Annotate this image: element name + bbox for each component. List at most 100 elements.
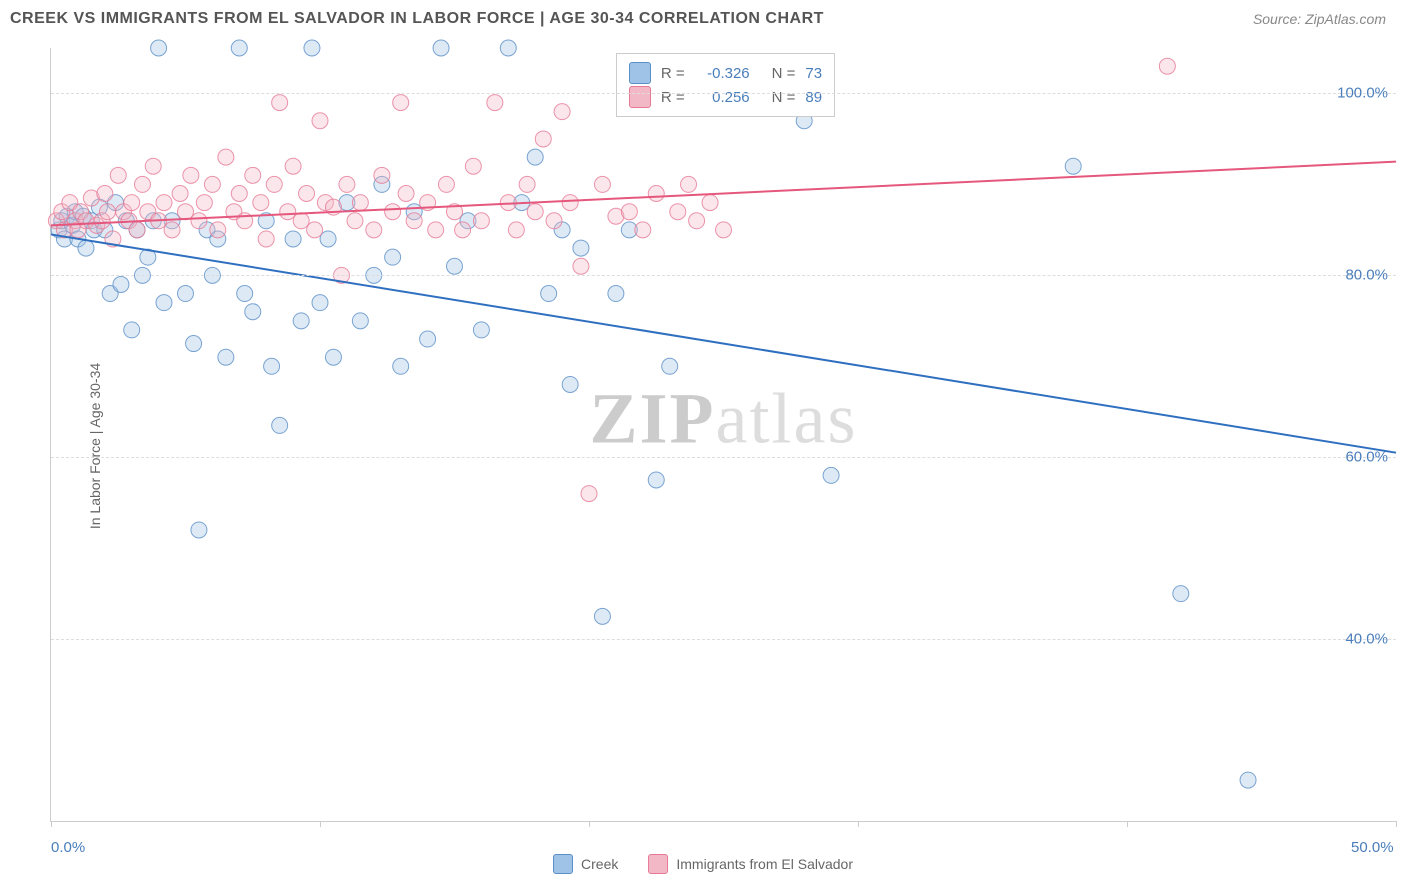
scatter-point xyxy=(366,222,382,238)
scatter-point xyxy=(218,149,234,165)
legend-label: Creek xyxy=(581,856,618,872)
stat-n-value: 73 xyxy=(805,65,822,82)
scatter-point xyxy=(183,167,199,183)
scatter-point xyxy=(608,286,624,302)
scatter-point xyxy=(172,186,188,202)
header-bar: CREEK VS IMMIGRANTS FROM EL SALVADOR IN … xyxy=(0,0,1406,33)
scatter-point xyxy=(1159,58,1175,74)
scatter-point xyxy=(272,417,288,433)
scatter-point xyxy=(546,213,562,229)
scatter-point xyxy=(134,176,150,192)
scatter-point xyxy=(99,204,115,220)
scatter-point xyxy=(312,113,328,129)
scatter-point xyxy=(347,213,363,229)
y-tick-label: 80.0% xyxy=(1345,267,1388,284)
scatter-point xyxy=(393,358,409,374)
scatter-point xyxy=(433,40,449,56)
scatter-point xyxy=(594,608,610,624)
scatter-point xyxy=(428,222,444,238)
scatter-point xyxy=(156,295,172,311)
scatter-point xyxy=(648,186,664,202)
scatter-point xyxy=(151,40,167,56)
scatter-point xyxy=(285,231,301,247)
scatter-point xyxy=(204,176,220,192)
scatter-point xyxy=(541,286,557,302)
scatter-point xyxy=(681,176,697,192)
scatter-point xyxy=(535,131,551,147)
gridline xyxy=(51,275,1396,276)
scatter-point xyxy=(670,204,686,220)
scatter-point xyxy=(186,336,202,352)
scatter-point xyxy=(156,195,172,211)
legend-label: Immigrants from El Salvador xyxy=(676,856,853,872)
scatter-point xyxy=(280,204,296,220)
scatter-point xyxy=(621,204,637,220)
scatter-point xyxy=(312,295,328,311)
stat-r-label: R = xyxy=(661,89,685,106)
scatter-point xyxy=(562,376,578,392)
scatter-point xyxy=(339,176,355,192)
scatter-point xyxy=(648,472,664,488)
scatter-point xyxy=(320,231,336,247)
scatter-point xyxy=(487,95,503,111)
scatter-point xyxy=(196,195,212,211)
scatter-point xyxy=(245,304,261,320)
scatter-point xyxy=(307,222,323,238)
chart-plot-area: ZIPatlas R =-0.326N =73R =0.256N =89 40.… xyxy=(50,48,1396,822)
scatter-point xyxy=(191,522,207,538)
legend-swatch xyxy=(648,854,668,874)
x-tick-label: 0.0% xyxy=(51,839,85,856)
scatter-point xyxy=(113,276,129,292)
legend-item: Creek xyxy=(553,854,618,874)
scatter-point xyxy=(352,195,368,211)
scatter-point xyxy=(129,222,145,238)
x-tick xyxy=(51,821,52,827)
scatter-point xyxy=(231,186,247,202)
stat-n-label: N = xyxy=(772,89,796,106)
correlation-stat-box: R =-0.326N =73R =0.256N =89 xyxy=(616,53,835,117)
scatter-point xyxy=(823,467,839,483)
scatter-point xyxy=(420,331,436,347)
scatter-point xyxy=(78,240,94,256)
scatter-point xyxy=(97,186,113,202)
scatter-point xyxy=(398,186,414,202)
bottom-legend: Creek Immigrants from El Salvador xyxy=(553,854,853,874)
x-tick xyxy=(320,821,321,827)
scatter-point xyxy=(573,240,589,256)
scatter-point xyxy=(374,167,390,183)
x-tick xyxy=(1127,821,1128,827)
stat-r-label: R = xyxy=(661,65,685,82)
scatter-point xyxy=(218,349,234,365)
gridline xyxy=(51,93,1396,94)
scatter-point xyxy=(178,204,194,220)
scatter-point xyxy=(689,213,705,229)
scatter-point xyxy=(352,313,368,329)
scatter-point xyxy=(231,40,247,56)
scatter-point xyxy=(299,186,315,202)
x-tick xyxy=(1396,821,1397,827)
scatter-point xyxy=(145,158,161,174)
scatter-point xyxy=(164,222,180,238)
gridline xyxy=(51,639,1396,640)
stat-n-value: 89 xyxy=(805,89,822,106)
scatter-point xyxy=(266,176,282,192)
chart-title: CREEK VS IMMIGRANTS FROM EL SALVADOR IN … xyxy=(10,10,824,28)
scatter-point xyxy=(508,222,524,238)
scatter-point xyxy=(573,258,589,274)
trend-line xyxy=(51,234,1396,452)
scatter-point xyxy=(393,95,409,111)
scatter-point xyxy=(1173,586,1189,602)
scatter-point xyxy=(716,222,732,238)
scatter-plot-svg xyxy=(51,48,1396,821)
scatter-point xyxy=(473,213,489,229)
scatter-point xyxy=(438,176,454,192)
stat-n-label: N = xyxy=(772,65,796,82)
scatter-point xyxy=(562,195,578,211)
scatter-point xyxy=(245,167,261,183)
source-attribution: Source: ZipAtlas.com xyxy=(1253,11,1386,27)
legend-swatch xyxy=(553,854,573,874)
scatter-point xyxy=(662,358,678,374)
scatter-point xyxy=(500,40,516,56)
scatter-point xyxy=(293,213,309,229)
scatter-point xyxy=(285,158,301,174)
